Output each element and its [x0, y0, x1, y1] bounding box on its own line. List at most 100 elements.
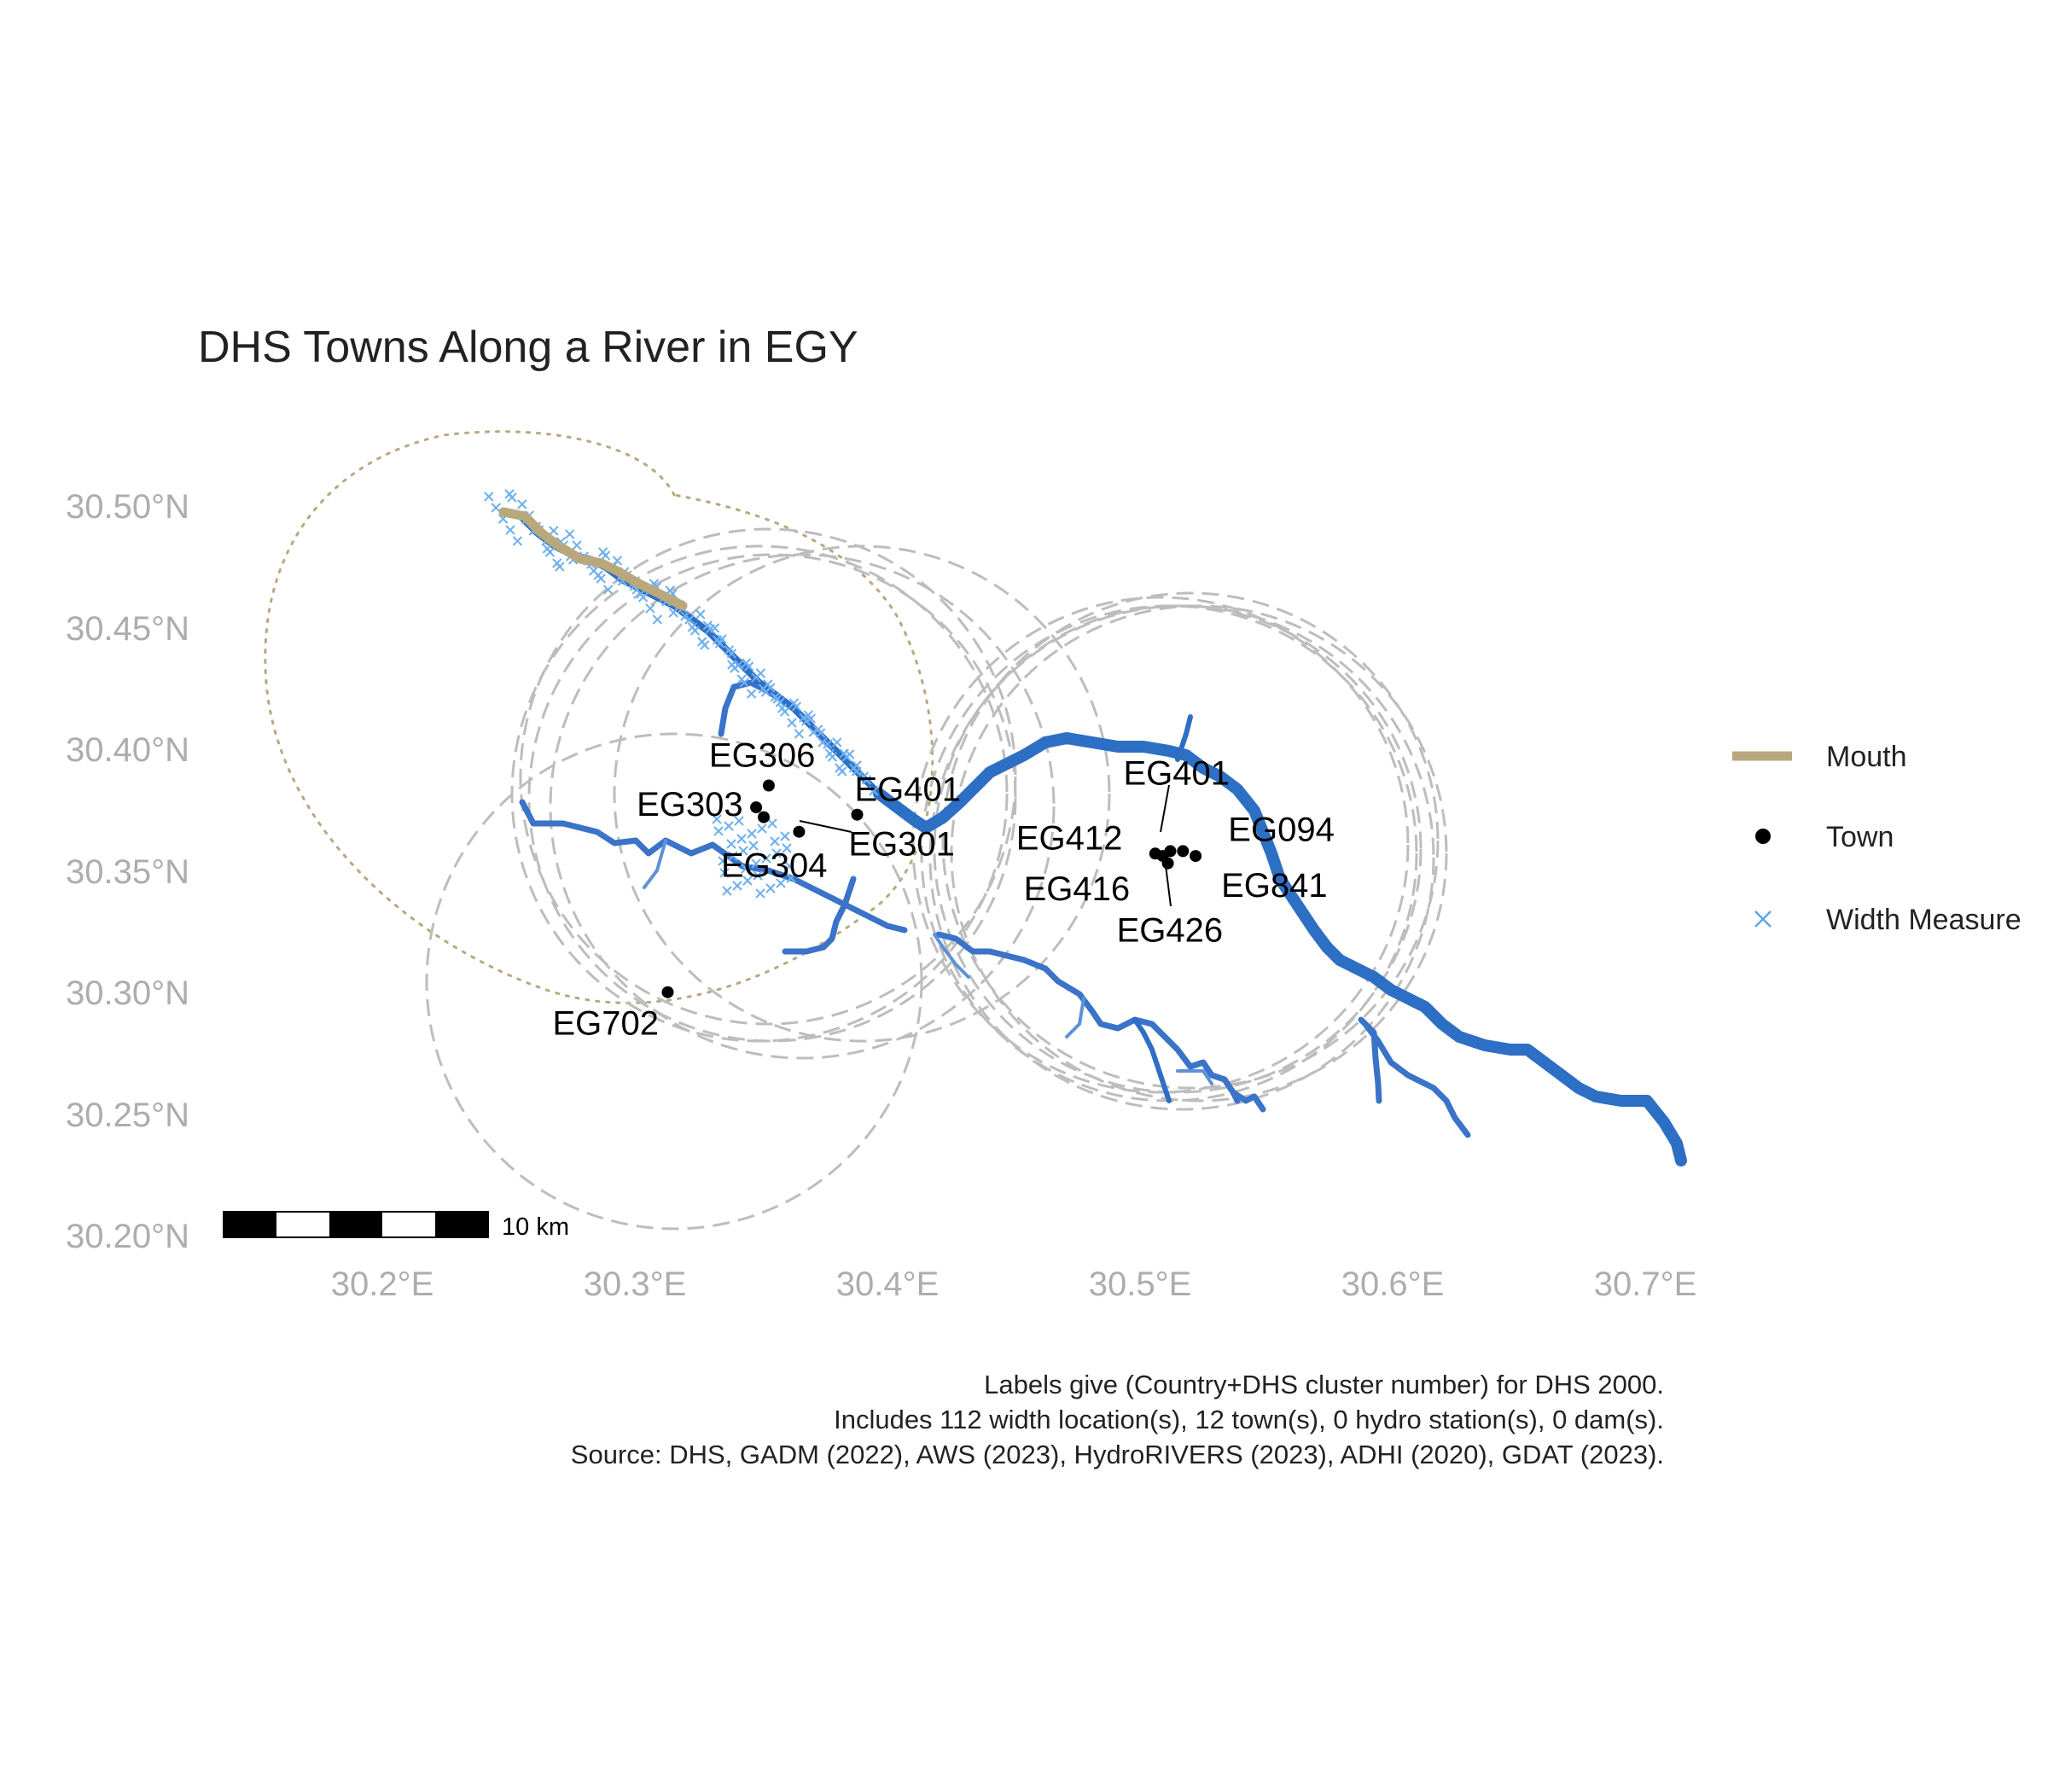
river-segment: [643, 839, 667, 889]
legend-label: Town: [1826, 821, 1894, 853]
legend-label: Width Measure: [1826, 904, 2022, 936]
width-measure-cross: [734, 816, 744, 826]
width-measure-cross: [491, 503, 501, 513]
width-measure-cross: [757, 823, 767, 834]
river-segment: [1065, 997, 1085, 1039]
width-measure-cross: [844, 749, 855, 759]
width-measure-cross: [767, 818, 777, 829]
town-buffers: [425, 527, 1448, 1231]
width-measure-cross: [791, 701, 802, 712]
width-measure-cross: [549, 526, 559, 536]
town-point: [1177, 845, 1190, 858]
x-tick-label: 30.7°E: [1594, 1265, 1697, 1303]
town-point: [750, 801, 763, 814]
river-segment: [1362, 1021, 1471, 1138]
width-measure-cross: [827, 752, 838, 762]
caption: Labels give (Country+DHS cluster number)…: [571, 1370, 1664, 1469]
width-measure-cross: [718, 856, 728, 866]
y-tick-label: 30.25°N: [66, 1097, 189, 1134]
y-tick-label: 30.40°N: [66, 731, 189, 769]
width-measure-cross: [787, 718, 797, 728]
width-measure-cross: [784, 861, 794, 871]
width-measure-cross: [564, 529, 575, 539]
width-measure-cross: [596, 573, 606, 584]
width-measure-cross: [806, 713, 816, 724]
x-tick-label: 30.3°E: [584, 1265, 687, 1303]
river-segment: [1176, 1069, 1213, 1085]
width-measure-cross: [572, 540, 582, 550]
width-measure-cross: [817, 737, 828, 748]
width-measure-cross: [695, 609, 706, 620]
x-axis: 30.2°E 30.3°E 30.4°E 30.5°E 30.6°E 30.7°…: [331, 1265, 1697, 1303]
buffer-circle: [519, 527, 1017, 1026]
town-label: EG702: [553, 1005, 660, 1043]
caption-line: Labels give (Country+DHS cluster number)…: [984, 1370, 1664, 1399]
width-measure-cross: [726, 649, 737, 659]
width-measures: [484, 489, 879, 899]
river-segment: [1132, 1017, 1172, 1103]
town-label: EG412: [1016, 819, 1123, 857]
river-segment: [933, 933, 970, 979]
width-measure-cross: [782, 843, 792, 853]
y-tick-label: 30.35°N: [66, 853, 189, 891]
width-measure-cross: [765, 883, 776, 893]
legend-town-key: [1755, 829, 1771, 844]
x-tick-label: 30.4°E: [836, 1265, 940, 1303]
width-measure-cross: [779, 707, 790, 717]
width-measure-cross: [719, 868, 730, 878]
river-segment: [1230, 1089, 1266, 1113]
town-label: EG841: [1221, 867, 1328, 905]
width-measure-cross: [600, 550, 611, 561]
caption-line: Includes 112 width location(s), 12 town(…: [834, 1405, 1664, 1434]
y-axis: 30.50°N 30.45°N 30.40°N 30.35°N 30.30°N …: [66, 488, 189, 1255]
town-label: EG306: [709, 737, 816, 775]
buffer-circle: [527, 553, 1017, 1043]
width-measure-cross: [645, 603, 655, 614]
town-label: EG304: [721, 847, 828, 885]
width-measure-cross: [770, 692, 780, 702]
map-title: DHS Towns Along a River in EGY: [198, 323, 858, 372]
width-measure-cross: [652, 614, 663, 625]
width-measure-cross: [726, 839, 736, 849]
mouth-segment: [498, 507, 688, 611]
river-segment: [782, 876, 857, 955]
width-measure-cross: [668, 608, 678, 618]
width-measure-cross: [722, 886, 732, 896]
width-measure-cross: [512, 536, 523, 546]
legend-label: Mouth: [1826, 741, 1907, 773]
town-label: EG303: [637, 786, 743, 823]
width-measure-cross: [612, 556, 623, 566]
width-measure-cross: [780, 831, 790, 841]
town-point: [851, 808, 864, 821]
width-measure-cross: [751, 858, 761, 869]
width-measure-cross: [736, 834, 747, 844]
width-measure-cross: [801, 716, 812, 726]
y-tick-label: 30.45°N: [66, 610, 189, 648]
buffer-circle: [941, 591, 1440, 1090]
width-measure-cross: [709, 623, 720, 633]
scale-bar-segment: [435, 1212, 488, 1237]
scale-bar: 10 km: [223, 1211, 569, 1241]
town-point: [1190, 850, 1202, 863]
town-point: [661, 986, 674, 998]
width-measure-cross: [730, 663, 740, 673]
river-segment: [873, 732, 1687, 1167]
river-segment: [718, 684, 737, 737]
town-label: EG401: [1124, 754, 1231, 792]
x-tick-label: 30.2°E: [331, 1265, 434, 1303]
width-measure-cross: [869, 786, 879, 796]
width-measure-cross: [738, 846, 748, 856]
town-label: EG401: [855, 771, 962, 809]
buffer-circle: [549, 553, 1056, 1060]
width-measure-cross: [794, 729, 805, 739]
mouth-buffer-circle: [264, 430, 934, 1004]
width-measure-cross: [771, 848, 782, 858]
towns: EG306EG401EG303EG304EG301EG702EG401EG412…: [553, 737, 1335, 1043]
width-measure-cross: [742, 876, 753, 886]
caption-line: Source: DHS, GADM (2022), AWS (2023), Hy…: [571, 1440, 1664, 1469]
legend-width-measure-key: [1754, 911, 1772, 928]
width-measure-cross: [746, 689, 757, 699]
town-point: [758, 811, 770, 823]
width-measure-cross: [713, 826, 724, 836]
width-measure-cross: [747, 829, 757, 839]
